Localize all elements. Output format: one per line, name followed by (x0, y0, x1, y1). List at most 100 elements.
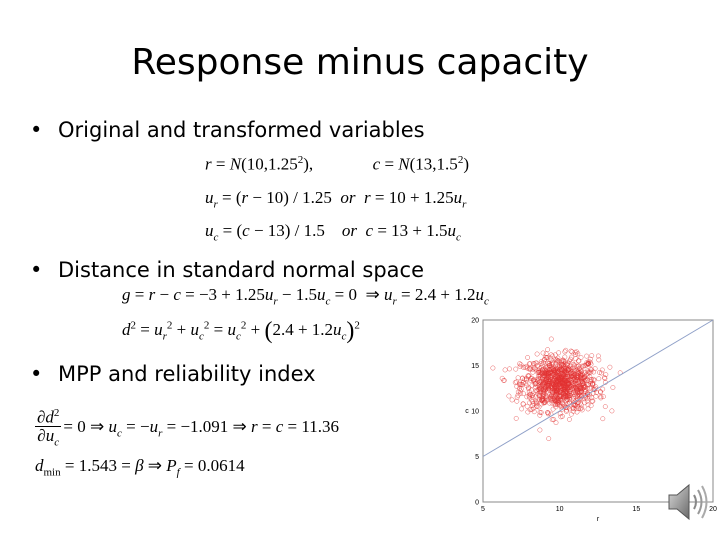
scatter-point (571, 383, 576, 389)
scatter-point (520, 364, 526, 370)
scatter-point (534, 404, 540, 410)
scatter-point (589, 381, 595, 387)
scatter-point (573, 367, 579, 373)
scatter-point (582, 383, 588, 389)
scatter-point (531, 401, 537, 406)
scatter-point (566, 416, 572, 422)
equation-mpp: ∂d2 ∂uc = 0 ⇒ uc = −ur = −1.091 ⇒ r = c = … (35, 407, 340, 449)
scatter-point (547, 360, 553, 366)
y-tick-label: 0 (475, 500, 479, 507)
scatter-point (529, 407, 535, 412)
scatter-point (584, 353, 590, 359)
scatter-point (545, 383, 551, 389)
scatter-point (602, 375, 607, 381)
equation-ur: ur = (r − 10) / 1.25 or r = 10 + 1.25ur (205, 188, 467, 211)
scatter-point (577, 396, 583, 402)
scatter-point (563, 408, 569, 414)
scatter-point (514, 398, 520, 404)
scatter-point (545, 411, 551, 417)
scatter-point (524, 394, 530, 400)
x-tick-label: 5 (481, 506, 485, 513)
scatter-point (549, 417, 555, 423)
scatter-point (542, 380, 548, 386)
scatter-point (575, 351, 581, 357)
scatter-point (549, 392, 555, 398)
scatter-point (537, 389, 543, 395)
scatter-point (515, 389, 521, 395)
scatter-point (536, 373, 542, 379)
scatter-point (576, 384, 582, 390)
scatter-point (583, 372, 589, 378)
scatter-point (593, 393, 599, 399)
scatter-point (559, 385, 565, 391)
scatter-point (567, 387, 573, 393)
x-tick-label: 10 (556, 506, 564, 513)
scatter-point (582, 400, 588, 406)
scatter-point (570, 390, 576, 396)
scatter-point (588, 403, 594, 409)
scatter-point (553, 420, 559, 426)
scatter-point (548, 383, 554, 389)
scatter-point (549, 379, 555, 385)
scatter-point (594, 390, 600, 396)
scatter-point (524, 383, 530, 389)
scatter-point (542, 356, 548, 362)
scatter-point (555, 367, 560, 373)
scatter-point (540, 350, 546, 356)
scatter-point (541, 390, 547, 395)
scatter-point (607, 364, 613, 370)
scatter-point (544, 355, 550, 361)
scatter-point (520, 401, 526, 407)
y-tick-label: 10 (471, 409, 479, 416)
scatter-point (550, 372, 556, 378)
scatter-point (579, 363, 585, 369)
scatter-point (577, 406, 583, 412)
scatter-point (538, 410, 544, 415)
scatter-point (520, 391, 526, 397)
scatter-point (596, 357, 602, 363)
scatter-point (572, 381, 578, 387)
scatter-point (534, 388, 540, 394)
scatter-point (540, 380, 546, 386)
scatter-point (525, 355, 531, 360)
plot-frame (482, 319, 714, 503)
scatter-point (534, 403, 540, 409)
scatter-point (546, 436, 552, 442)
scatter-point (587, 374, 593, 380)
x-tick-label: 15 (632, 506, 640, 513)
scatter-point (555, 398, 561, 404)
scatter-point (568, 356, 574, 362)
scatter-point (569, 366, 575, 372)
scatter-point (545, 375, 551, 380)
y-tick-label: 5 (475, 454, 479, 461)
bullet-dot: • (30, 362, 43, 386)
equation-reliability: dmin = 1.543 = β ⇒ Pf = 0.0614 (35, 456, 245, 479)
scatter-point (562, 349, 568, 355)
scatter-point (562, 376, 567, 382)
scatter-point (581, 363, 587, 369)
scatter-point (548, 336, 554, 342)
scatter-point (569, 354, 574, 360)
bullet-text: Distance in standard normal space (58, 258, 425, 282)
scatter-point (523, 363, 529, 369)
scatter-point (559, 413, 565, 419)
x-tick-label: 20 (709, 506, 717, 513)
scatter-point (532, 379, 538, 385)
scatter-point (609, 408, 615, 414)
scatter-point (582, 369, 588, 375)
scatter-point (540, 392, 546, 398)
scatter-point (554, 388, 560, 394)
scatter-point (516, 382, 522, 388)
scatter-point (588, 367, 594, 373)
bullet-mpp: • MPP and reliability index (30, 362, 316, 386)
scatter-point (540, 360, 546, 365)
scatter-point (602, 404, 608, 410)
scatter-point (554, 380, 560, 386)
scatter-point (587, 385, 593, 391)
scatter-point (592, 387, 598, 393)
slide-title: Response minus capacity (131, 42, 589, 83)
speaker-icon[interactable] (663, 478, 713, 526)
limit-state-line (482, 319, 714, 457)
bullet-text: Original and transformed variables (58, 118, 425, 142)
y-tick-label: 20 (471, 318, 479, 325)
